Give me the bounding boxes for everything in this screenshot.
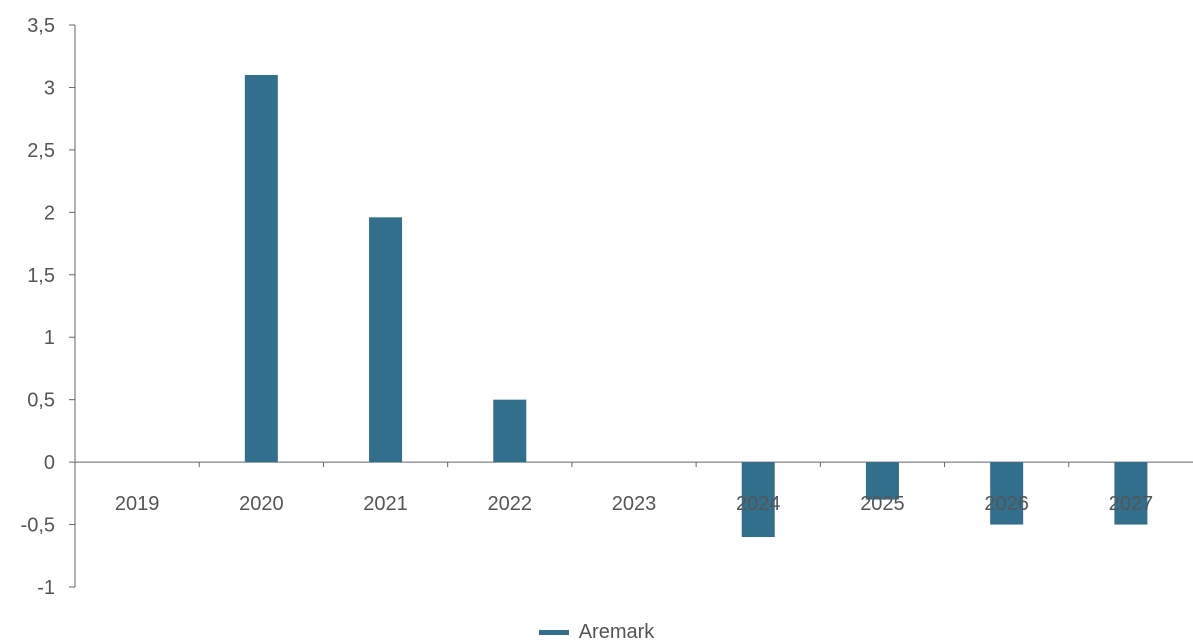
y-tick-label: 1,5 [27, 265, 55, 287]
y-tick-label: 3,5 [27, 15, 55, 37]
x-tick-label: 2027 [1109, 493, 1154, 515]
x-tick-label: 2019 [115, 493, 160, 515]
bar-2026[interactable] [990, 462, 1024, 525]
y-tick-label: -0,5 [21, 515, 55, 537]
x-tick-label: 2025 [860, 493, 905, 515]
x-tick-label: 2026 [984, 493, 1029, 515]
y-tick-label: 0,5 [27, 390, 55, 412]
y-tick-label: 2 [44, 202, 55, 224]
y-tick-label: 1 [44, 327, 55, 349]
x-tick-label: 2024 [736, 493, 781, 515]
y-tick-label: 2,5 [27, 140, 55, 162]
y-axis: 3,5 3 2,5 2 1,5 1 0,5 0 -0,5 -1 [21, 15, 76, 599]
x-tick-label: 2021 [363, 493, 408, 515]
x-tick-label: 2020 [239, 493, 284, 515]
bar-2022[interactable] [493, 399, 527, 463]
x-axis-labels: 2019 2020 2021 2022 2023 2024 2025 2026 2027 [115, 493, 1153, 515]
legend-swatch [538, 629, 569, 635]
y-tick-label: 3 [44, 77, 55, 99]
y-tick-label: 0 [44, 452, 55, 474]
legend-label: Aremark [578, 620, 655, 643]
x-tick-label: 2022 [488, 493, 533, 515]
bar-series [244, 74, 1148, 538]
x-axis [75, 461, 1193, 468]
bar-2027[interactable] [1114, 462, 1148, 525]
legend[interactable]: Aremark [0, 620, 1193, 644]
bar-2021[interactable] [369, 217, 403, 463]
bar-2020[interactable] [244, 74, 278, 463]
bar-2024[interactable] [741, 462, 775, 538]
x-tick-label: 2023 [612, 493, 657, 515]
y-tick-label: -1 [37, 577, 55, 599]
bar-2025[interactable] [865, 462, 899, 500]
